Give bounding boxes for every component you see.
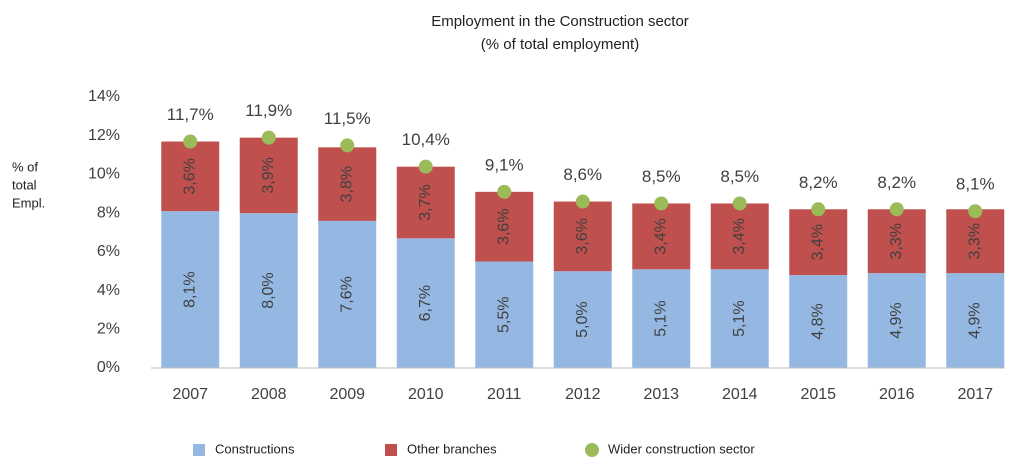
data-label: 8,1%: [181, 271, 198, 307]
legend-swatch: [385, 444, 397, 456]
x-tick-label: 2010: [408, 386, 444, 403]
legend-label: Other branches: [407, 441, 497, 456]
data-label: 5,1%: [652, 300, 669, 336]
y-tick-label: 14%: [88, 88, 120, 105]
total-label: 8,2%: [877, 173, 916, 192]
total-label: 8,6%: [563, 165, 602, 184]
y-axis-label: % of: [12, 159, 38, 174]
data-label: 5,1%: [731, 300, 748, 336]
data-label: 4,8%: [809, 303, 826, 339]
data-label: 4,9%: [966, 302, 983, 338]
bar-segment: [946, 273, 1005, 368]
legend-swatch: [585, 443, 599, 457]
bar-segment: [553, 201, 612, 272]
data-label: 3,8%: [338, 166, 355, 202]
bar-segment: [161, 211, 220, 368]
bar-segment: [946, 209, 1005, 274]
bar-segment: [239, 137, 298, 214]
x-tick-label: 2011: [487, 386, 522, 403]
data-label: 7,6%: [338, 276, 355, 312]
y-tick-label: 10%: [88, 166, 120, 183]
total-label: 9,1%: [485, 155, 524, 174]
bar-segment: [396, 238, 455, 368]
x-tick-label: 2015: [800, 386, 836, 403]
y-axis-label: Empl.: [12, 195, 45, 210]
bar-segment: [475, 191, 534, 262]
data-label: 3,6%: [574, 218, 591, 254]
dot: [654, 196, 669, 211]
dot: [732, 196, 747, 211]
bar-segment: [867, 209, 926, 274]
bar-segment: [789, 209, 848, 276]
legend-swatch: [193, 444, 205, 456]
y-tick-label: 0%: [97, 359, 120, 376]
total-label: 10,4%: [402, 130, 450, 149]
total-label: 11,7%: [167, 105, 214, 124]
bar-segment: [710, 203, 769, 270]
bar-segment: [553, 271, 612, 368]
x-tick-label: 2007: [172, 386, 208, 403]
dot: [575, 194, 590, 209]
y-tick-label: 8%: [97, 204, 120, 221]
bar-segment: [632, 203, 691, 270]
x-tick-label: 2016: [879, 386, 915, 403]
bar-segment: [396, 166, 455, 239]
legend-label: Wider construction sector: [608, 441, 755, 456]
data-label: 3,6%: [495, 208, 512, 244]
data-label: 3,4%: [652, 218, 669, 254]
total-label: 8,5%: [642, 167, 681, 186]
dot: [811, 202, 826, 217]
dot: [261, 130, 276, 145]
data-label: 3,6%: [181, 158, 198, 194]
x-tick-label: 2012: [565, 386, 601, 403]
chart-subtitle: (% of total employment): [481, 36, 639, 53]
data-label: 4,9%: [888, 302, 905, 338]
data-label: 5,0%: [574, 301, 591, 337]
dot: [418, 159, 433, 174]
dot: [968, 204, 983, 219]
total-label: 8,1%: [956, 175, 995, 194]
chart-title: Employment in the Construction sector: [431, 13, 689, 30]
bar-segment: [318, 147, 377, 221]
y-tick-label: 2%: [97, 321, 120, 338]
total-label: 8,5%: [720, 167, 759, 186]
dot: [497, 184, 512, 199]
x-tick-label: 2014: [722, 386, 758, 403]
dot: [183, 134, 198, 149]
data-label: 3,7%: [417, 184, 434, 220]
dot: [889, 202, 904, 217]
data-label: 3,9%: [260, 157, 277, 193]
data-label: 8,0%: [260, 272, 277, 308]
total-label: 11,9%: [245, 101, 292, 120]
data-label: 3,4%: [731, 218, 748, 254]
x-tick-label: 2008: [251, 386, 287, 403]
y-tick-label: 6%: [97, 243, 120, 260]
x-tick-label: 2009: [329, 386, 365, 403]
bar-segment: [239, 213, 298, 368]
total-label: 11,5%: [324, 109, 371, 128]
bar-segment: [318, 220, 377, 368]
bar-segment: [710, 269, 769, 368]
bar-segment: [161, 141, 220, 212]
x-tick-label: 2017: [957, 386, 993, 403]
bar-segment: [867, 273, 926, 368]
legend-label: Constructions: [215, 441, 295, 456]
y-tick-label: 4%: [97, 282, 120, 299]
bar-segment: [789, 275, 848, 368]
data-label: 6,7%: [417, 285, 434, 321]
bar-segment: [475, 261, 534, 368]
x-tick-label: 2013: [643, 386, 679, 403]
bar-segment: [632, 269, 691, 368]
data-label: 3,3%: [888, 223, 905, 259]
total-label: 8,2%: [799, 173, 838, 192]
data-label: 3,4%: [809, 224, 826, 260]
data-label: 5,5%: [495, 297, 512, 333]
data-label: 3,3%: [966, 223, 983, 259]
y-tick-label: 12%: [88, 127, 120, 144]
dot: [340, 138, 355, 153]
y-axis-label: total: [12, 177, 37, 192]
